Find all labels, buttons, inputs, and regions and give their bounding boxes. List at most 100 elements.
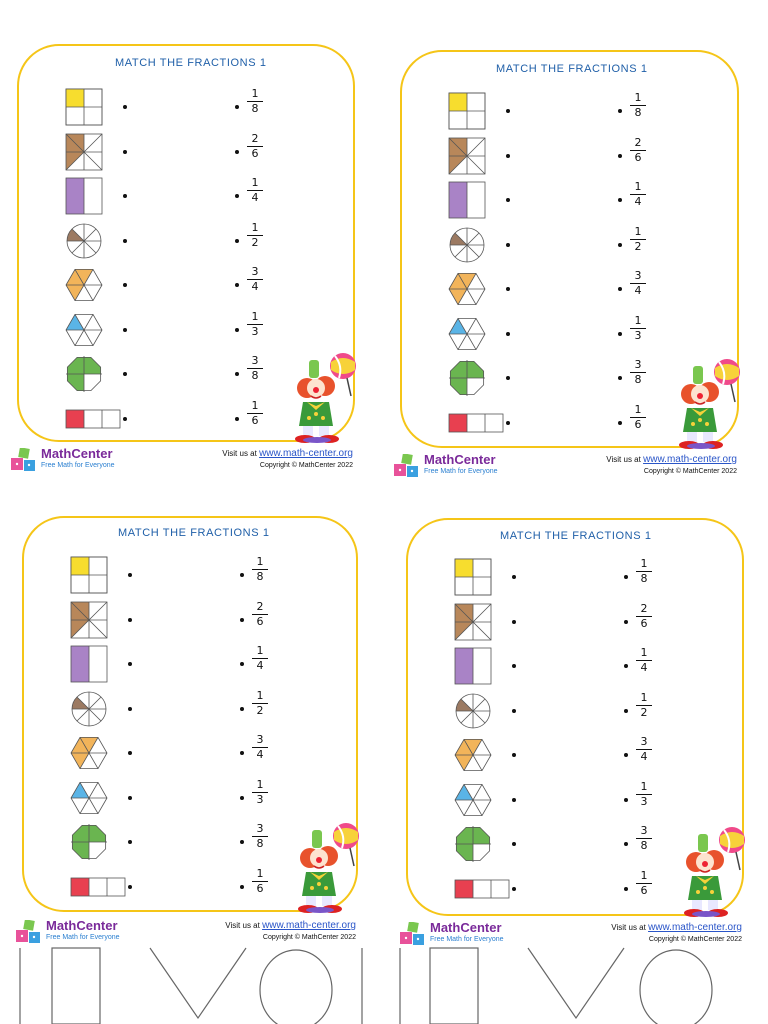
fraction-dot[interactable] (618, 242, 622, 247)
fraction-dot[interactable] (618, 376, 622, 380)
copyright: Copyright © MathCenter 2022 (259, 462, 353, 469)
fraction-dot[interactable] (618, 287, 622, 291)
website-link[interactable]: www.math-center.org (262, 920, 356, 931)
match-row: 1 3 (448, 314, 688, 351)
fraction-denominator: 6 (640, 616, 648, 630)
fraction-denominator: 8 (256, 837, 264, 850)
bar-thirds-icon (448, 413, 504, 432)
shape-dot[interactable] (506, 109, 510, 113)
brand-tagline: Free Math for Everyone (424, 468, 498, 475)
shape-dot[interactable] (512, 619, 516, 624)
fraction-bar (636, 882, 652, 884)
shape-dot[interactable] (512, 797, 516, 802)
shape-dot[interactable] (123, 105, 127, 109)
shape-dot[interactable] (512, 664, 516, 668)
shape-dot[interactable] (123, 327, 127, 332)
fraction-dot[interactable] (624, 575, 628, 579)
shape-dot[interactable] (506, 331, 510, 336)
fraction-dot[interactable] (235, 283, 239, 287)
fraction-label: 1 2 (252, 688, 268, 717)
fraction-denominator: 6 (640, 883, 648, 897)
fraction-bar (247, 368, 263, 369)
fraction-dot[interactable] (624, 842, 628, 846)
fraction-numerator: 1 (251, 220, 259, 234)
fraction-label: 3 4 (630, 270, 646, 297)
shape-dot[interactable] (128, 884, 132, 889)
fraction-dot[interactable] (235, 416, 239, 421)
shape-dot[interactable] (128, 795, 132, 800)
fraction-denominator: 3 (251, 324, 259, 338)
fraction-dot[interactable] (624, 886, 628, 891)
fraction-dot[interactable] (235, 327, 239, 332)
fraction-dot[interactable] (618, 198, 622, 202)
fraction-numerator: 2 (256, 599, 264, 613)
square-halves-icon (65, 177, 103, 215)
shape-dot[interactable] (128, 617, 132, 622)
fraction-dot[interactable] (618, 420, 622, 425)
shape-dot[interactable] (506, 420, 510, 425)
fraction-label: 3 4 (636, 736, 652, 763)
fraction-dot[interactable] (240, 795, 244, 800)
shape-dot[interactable] (512, 575, 516, 579)
shape-dot[interactable] (512, 708, 516, 713)
website-link[interactable]: www.math-center.org (648, 922, 742, 933)
fraction-dot[interactable] (240, 662, 244, 666)
fraction-bar (636, 571, 652, 572)
fraction-dot[interactable] (240, 884, 244, 889)
shape-dot[interactable] (506, 287, 510, 291)
shape-dot[interactable] (123, 372, 127, 376)
shape-dot[interactable] (123, 283, 127, 287)
fraction-dot[interactable] (235, 238, 239, 243)
shape-dot[interactable] (128, 662, 132, 666)
fraction-dot[interactable] (618, 153, 622, 158)
shape-dot[interactable] (506, 198, 510, 202)
fraction-dot[interactable] (240, 573, 244, 577)
shape-dot[interactable] (123, 194, 127, 198)
fraction-dot[interactable] (240, 706, 244, 711)
fraction-denominator: 6 (256, 881, 264, 895)
fraction-bar (247, 101, 263, 102)
fraction-denominator: 6 (634, 150, 642, 164)
shape-dot[interactable] (128, 751, 132, 755)
fraction-dot[interactable] (624, 753, 628, 757)
fraction-dot[interactable] (235, 194, 239, 198)
shape-dot[interactable] (506, 242, 510, 247)
fraction-numerator: 1 (256, 688, 264, 702)
fraction-dot[interactable] (624, 797, 628, 802)
shape-dot[interactable] (128, 573, 132, 577)
trace-letter-o-left (259, 949, 333, 1024)
fraction-dot[interactable] (618, 109, 622, 113)
shape-dot[interactable] (506, 153, 510, 158)
shape-dot[interactable] (123, 238, 127, 243)
fraction-dot[interactable] (235, 105, 239, 109)
fraction-numerator: 1 (251, 176, 259, 189)
fraction-dot[interactable] (624, 619, 628, 624)
square-quarters-icon (65, 88, 103, 126)
fraction-numerator: 1 (640, 646, 648, 659)
fraction-dot[interactable] (240, 617, 244, 622)
fraction-dot[interactable] (240, 840, 244, 844)
fraction-label: 1 4 (247, 177, 263, 204)
shape-dot[interactable] (123, 149, 127, 154)
fraction-dot[interactable] (618, 331, 622, 336)
fraction-bar (252, 569, 268, 570)
website-link[interactable]: www.math-center.org (259, 448, 353, 459)
fraction-label: 1 3 (247, 309, 263, 338)
shape-dot[interactable] (512, 753, 516, 757)
shape-dot[interactable] (123, 416, 127, 421)
fraction-bar (630, 372, 646, 373)
fraction-numerator: 2 (640, 601, 648, 615)
shape-dot[interactable] (512, 886, 516, 891)
fraction-dot[interactable] (235, 149, 239, 154)
website-link[interactable]: www.math-center.org (643, 454, 737, 465)
fraction-dot[interactable] (240, 751, 244, 755)
shape-dot[interactable] (128, 706, 132, 711)
shape-dot[interactable] (506, 376, 510, 380)
fraction-dot[interactable] (624, 664, 628, 668)
shape-dot[interactable] (512, 842, 516, 846)
fraction-numerator: 2 (634, 135, 642, 149)
shape-dot[interactable] (128, 840, 132, 844)
fraction-dot[interactable] (235, 372, 239, 376)
fraction-numerator: 1 (251, 309, 259, 323)
fraction-dot[interactable] (624, 708, 628, 713)
